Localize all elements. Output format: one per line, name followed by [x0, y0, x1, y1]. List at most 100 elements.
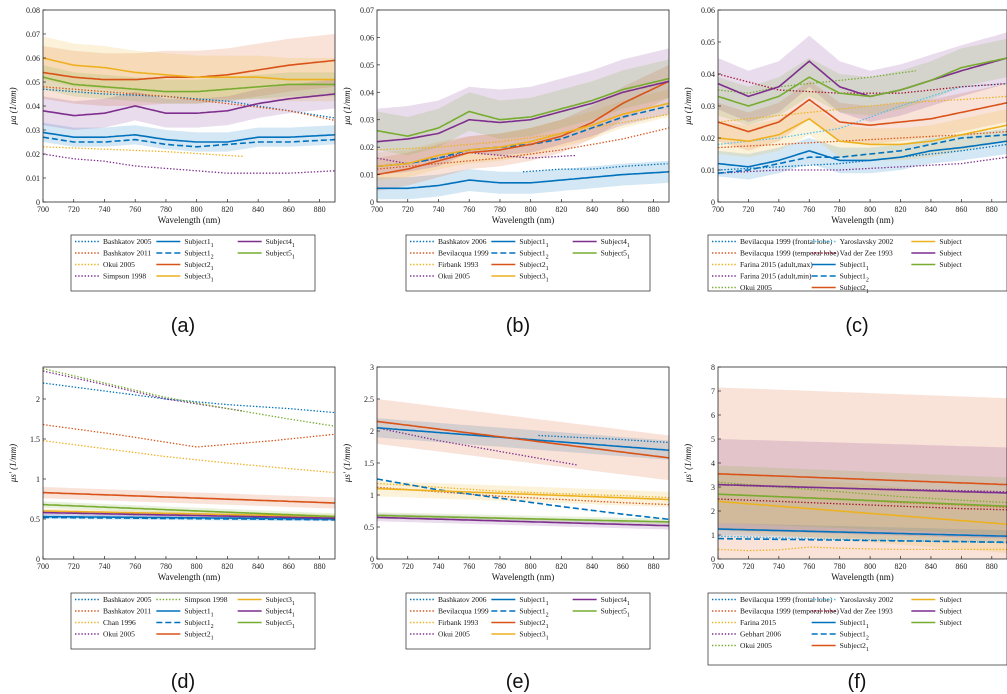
series-line — [718, 70, 916, 94]
series-line — [377, 77, 669, 138]
legend-subscript: 2 — [211, 624, 214, 630]
series-band — [377, 64, 669, 191]
y-tick-label: 0.08 — [26, 6, 40, 15]
series-line — [43, 93, 335, 117]
x-tick-label: 740 — [98, 562, 110, 571]
x-tick-label: 840 — [586, 562, 598, 571]
legend-subscript: 1 — [866, 624, 869, 630]
x-tick-label: 860 — [955, 205, 967, 214]
series-line — [718, 546, 1007, 552]
x-tick-label: 840 — [252, 205, 264, 214]
x-tick-label: 800 — [191, 562, 203, 571]
series-line — [718, 500, 1007, 525]
legend-entry: Subject — [939, 249, 962, 258]
y-tick-label: 0.5 — [30, 515, 40, 524]
chart-panel: 700 720 740 760 780 800 820 840 860 880 0 1 2 3 4 5 6 7 8 W… — [683, 363, 1007, 693]
x-tick-label: 740 — [773, 562, 785, 571]
y-tick-label: 0.03 — [360, 116, 374, 125]
legend-entry: Bashkatov 2005 — [103, 237, 152, 246]
legend-entry: Bevilacqua 1999 (temporal lobe) — [740, 249, 839, 258]
x-tick-label: 800 — [864, 205, 876, 214]
x-tick-label: 860 — [283, 205, 295, 214]
legend-entry: Bashkatov 2006 — [438, 595, 487, 604]
panel-label: (c) — [845, 315, 868, 337]
x-tick-label: 800 — [864, 562, 876, 571]
y-tick-label: 1.5 — [30, 435, 40, 444]
legend-entry: Bevilacqua 1999 (frontal lobe) — [740, 237, 833, 246]
y-tick-label: 1 — [370, 491, 374, 500]
series-line — [718, 140, 1007, 168]
y-tick-label: 1 — [36, 475, 40, 484]
series-line — [43, 370, 243, 412]
x-tick-label: 720 — [68, 205, 80, 214]
legend-subscript: 1 — [292, 613, 295, 619]
x-tick-label: 760 — [129, 562, 141, 571]
x-tick-label: 860 — [283, 562, 295, 571]
legend-entry: Bashkatov 2011 — [103, 607, 152, 616]
legend-subscript: 1 — [627, 255, 630, 261]
x-tick-label: 840 — [925, 562, 937, 571]
legend-subscript: 1 — [546, 243, 549, 249]
legend-entry: Simpson 1998 — [103, 272, 146, 281]
series-line — [377, 487, 669, 501]
x-tick-label: 780 — [494, 205, 506, 214]
x-tick-label: 880 — [314, 205, 326, 214]
x-tick-label: 880 — [986, 562, 998, 571]
x-tick-label: 880 — [648, 562, 660, 571]
y-tick-label: 2.5 — [364, 395, 374, 404]
series-band — [43, 36, 335, 102]
y-axis-label: μs' (1/mm) — [342, 444, 352, 483]
legend-entry: Vad der Zee 1993 — [840, 607, 893, 616]
y-tick-label: 0.04 — [26, 102, 40, 111]
y-tick-label: 3 — [711, 483, 715, 492]
x-tick-label: 780 — [160, 562, 172, 571]
y-axis-label: μa (1/mm) — [8, 87, 18, 125]
legend-subscript: 1 — [546, 601, 549, 607]
x-tick-label: 880 — [314, 562, 326, 571]
series-line — [43, 136, 335, 148]
x-tick-label: 700 — [371, 562, 383, 571]
legend-entry: Firbank 1993 — [438, 260, 478, 269]
y-tick-label: 0.05 — [360, 61, 374, 70]
legend-subscript: 2 — [546, 613, 549, 619]
legend-entry: Farina 2015 — [740, 618, 776, 627]
legend-entry: Bashkatov 2005 — [103, 595, 152, 604]
series-line — [377, 80, 669, 176]
y-tick-label: 2 — [370, 427, 374, 436]
x-tick-label: 800 — [525, 562, 537, 571]
legend-subscript: 1 — [627, 243, 630, 249]
y-tick-label: 1 — [711, 531, 715, 540]
x-tick-label: 860 — [955, 562, 967, 571]
y-tick-label: 0.01 — [26, 174, 40, 183]
series-band — [718, 387, 1007, 559]
legend-entry: Subject — [939, 618, 962, 627]
x-tick-label: 740 — [98, 205, 110, 214]
x-tick-label: 880 — [986, 205, 998, 214]
series-band — [43, 79, 335, 130]
legend-entry: Subject — [939, 595, 962, 604]
x-tick-label: 820 — [895, 562, 907, 571]
legend-entry: Okui 2005 — [103, 260, 135, 269]
x-tick-label: 820 — [895, 205, 907, 214]
y-tick-label: 0.06 — [701, 6, 715, 15]
series-line — [718, 528, 1007, 537]
x-axis-label: Wavelength (nm) — [831, 215, 894, 225]
series-line — [43, 423, 335, 448]
x-tick-label: 800 — [525, 205, 537, 214]
y-tick-label: 0.06 — [360, 33, 374, 42]
series-band — [718, 38, 1007, 126]
x-axis-label: Wavelength (nm) — [492, 572, 555, 582]
legend-subscript: 1 — [211, 636, 214, 642]
series-line — [43, 76, 335, 93]
legend-subscript: 1 — [546, 636, 549, 642]
series-line — [377, 514, 669, 523]
x-tick-label: 860 — [617, 562, 629, 571]
y-axis-label: μa (1/mm) — [683, 87, 693, 125]
panel-label: (e) — [506, 671, 530, 693]
legend-entry: Bashkatov 2011 — [103, 249, 152, 258]
series-line — [718, 73, 1007, 94]
legend-subscript: 1 — [211, 266, 214, 272]
series-line — [718, 57, 1007, 98]
legend-box — [405, 234, 651, 292]
legend-subscript: 2 — [546, 255, 549, 261]
